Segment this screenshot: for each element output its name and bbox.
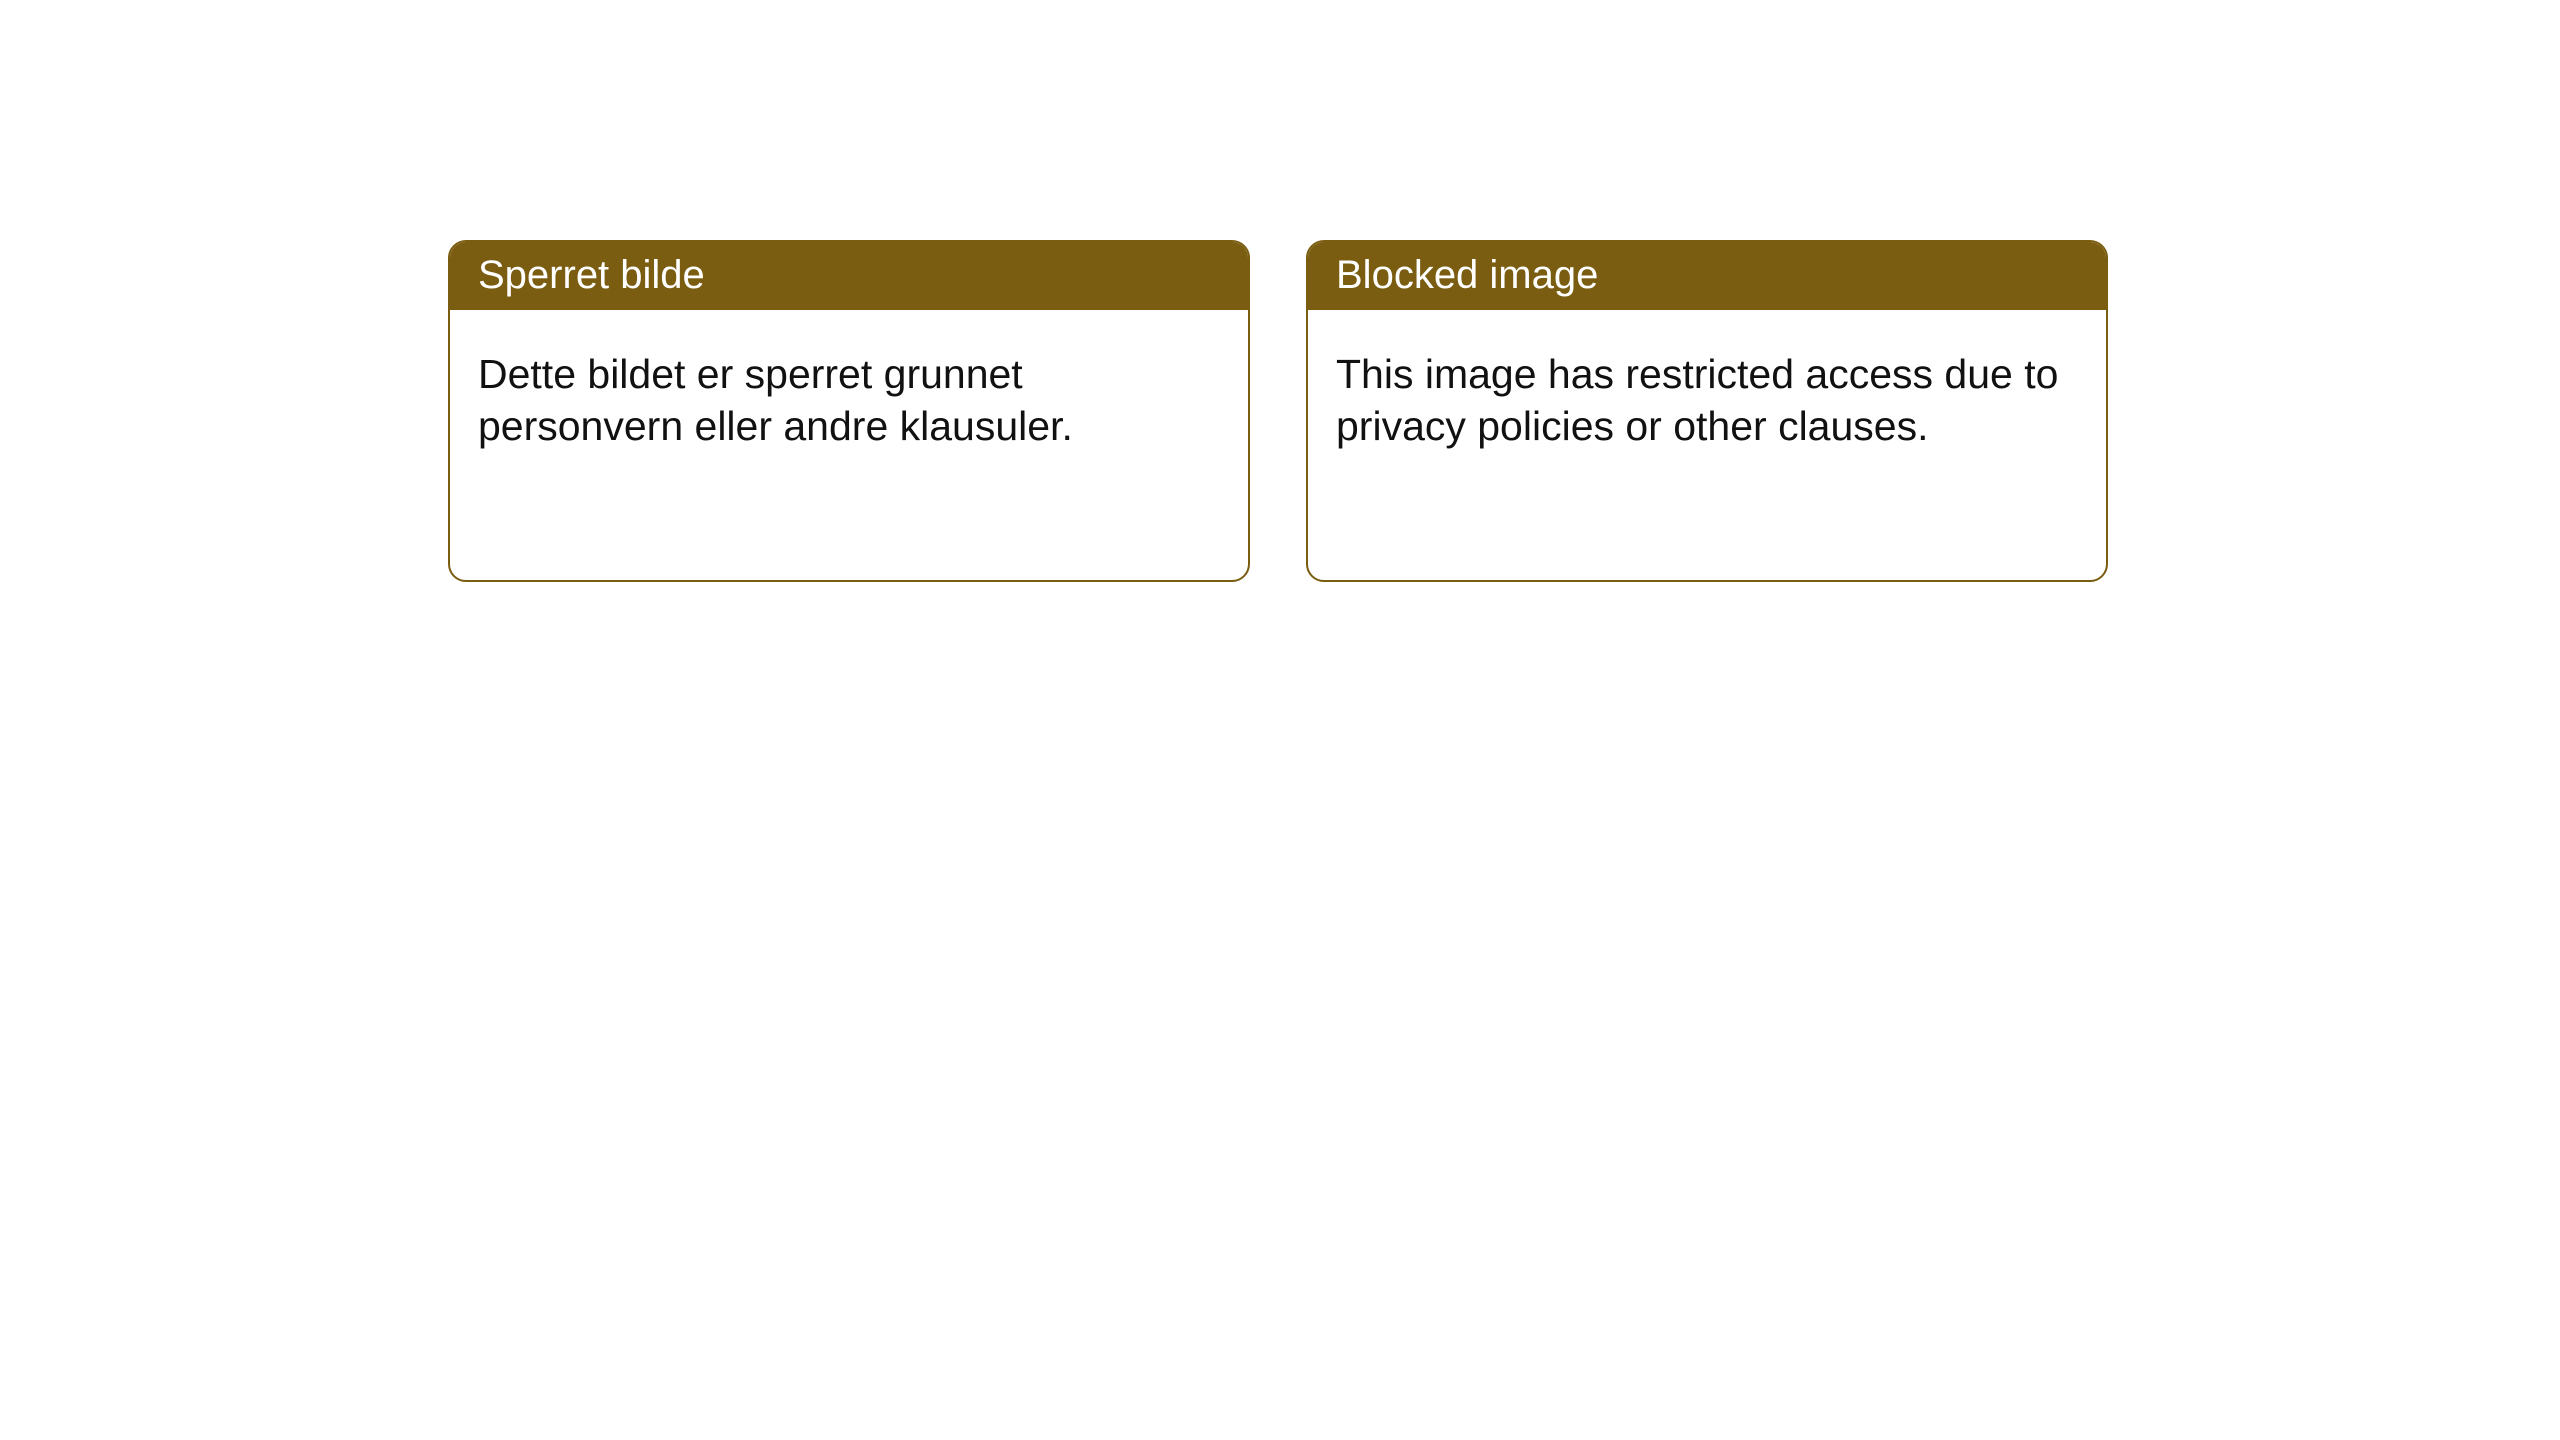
blocked-image-card-english: Blocked image This image has restricted … <box>1306 240 2108 582</box>
card-body-english: This image has restricted access due to … <box>1308 310 2106 580</box>
blocked-image-card-norwegian: Sperret bilde Dette bildet er sperret gr… <box>448 240 1250 582</box>
card-header-norwegian: Sperret bilde <box>450 242 1248 310</box>
notice-container: Sperret bilde Dette bildet er sperret gr… <box>0 0 2560 582</box>
card-header-english: Blocked image <box>1308 242 2106 310</box>
card-body-norwegian: Dette bildet er sperret grunnet personve… <box>450 310 1248 580</box>
